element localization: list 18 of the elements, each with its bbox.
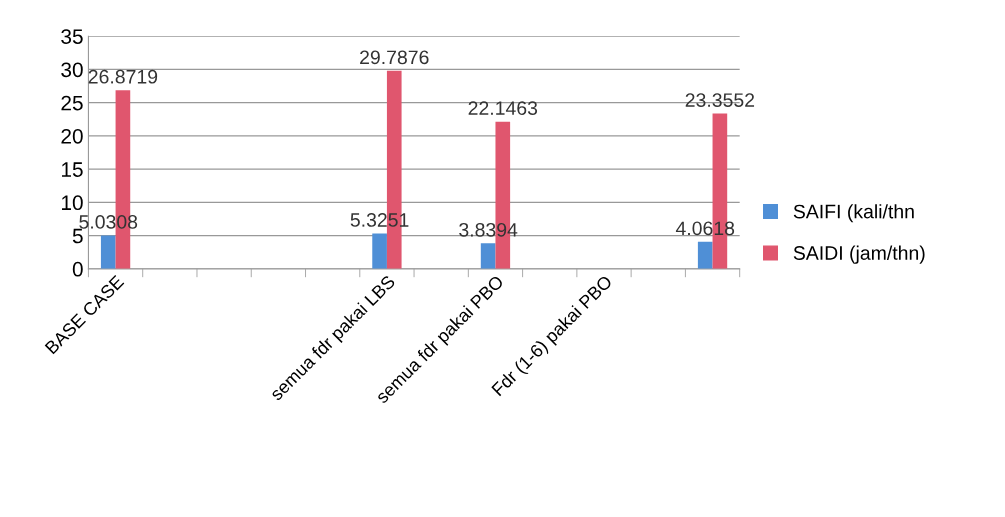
y-tick-label: 15	[62, 162, 83, 177]
y-tick-label: 30	[61, 62, 83, 78]
bar	[372, 233, 387, 269]
y-tick-label: 20	[61, 128, 83, 144]
data-label: 23.3552	[685, 93, 755, 107]
legend-label: SAIDI (jam/thn)	[793, 245, 925, 264]
y-tick-label: 5	[72, 228, 83, 244]
data-label: 29.7876	[360, 50, 429, 65]
y-tick-label: 0	[72, 261, 83, 277]
y-tick-label: 25	[61, 95, 83, 111]
bar	[697, 241, 713, 269]
bar	[480, 243, 496, 269]
y-tick-label: 10	[62, 195, 83, 211]
data-label: 22.1463	[468, 101, 538, 116]
legend-label: SAIFI (kali/thn	[793, 204, 914, 223]
data-label: 26.8719	[88, 69, 158, 84]
bar	[100, 235, 116, 269]
y-tick-label: 35	[61, 29, 83, 44]
